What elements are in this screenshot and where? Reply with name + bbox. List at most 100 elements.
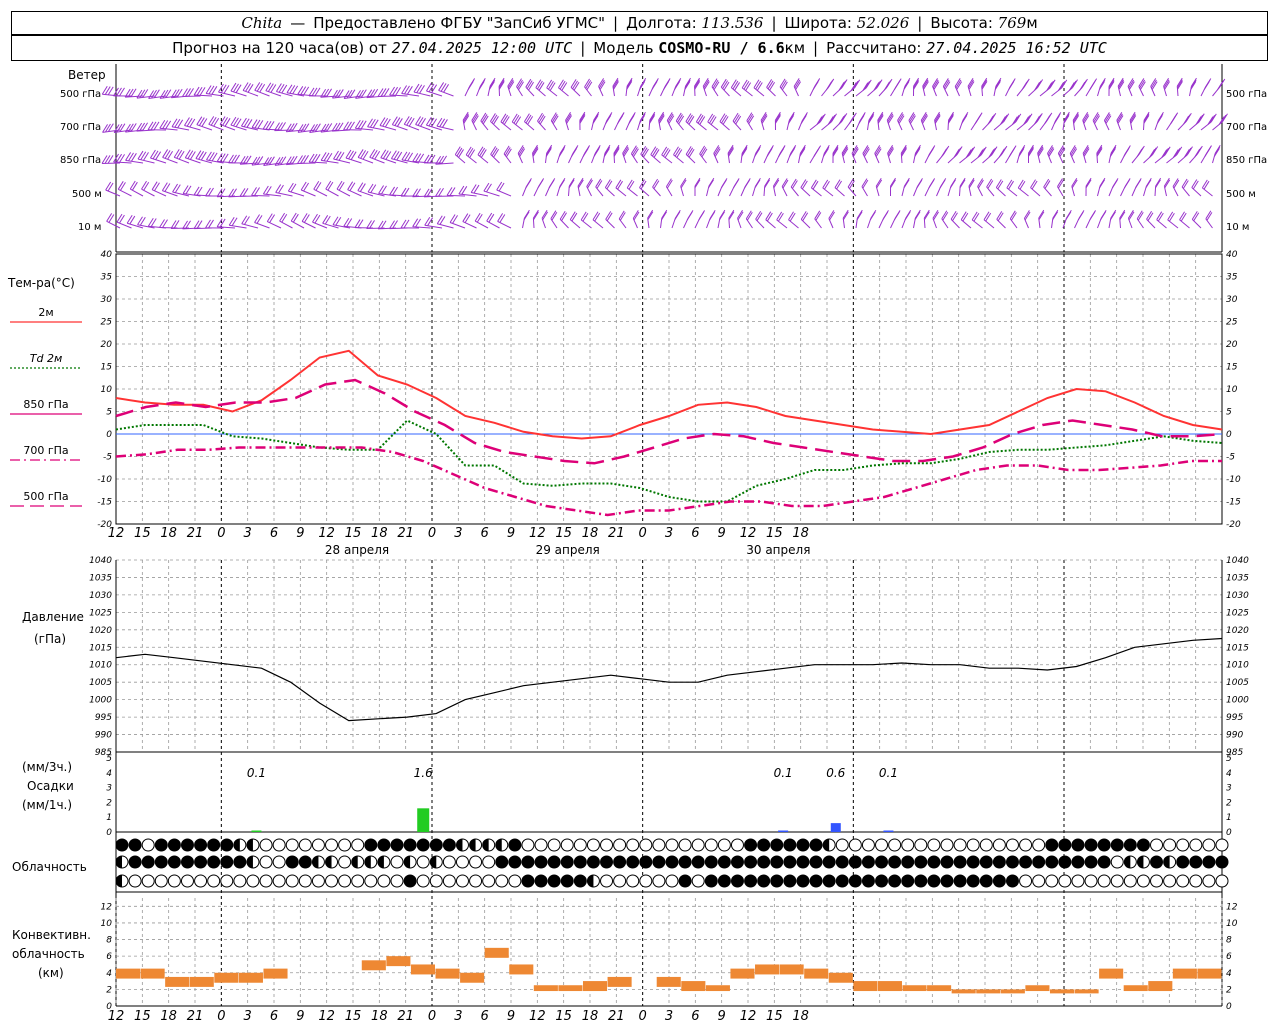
wind-barb [471, 112, 479, 131]
wind-barb-flag [897, 112, 903, 121]
wind-barb-flag [551, 211, 558, 221]
wind-barb-flag [1129, 113, 1136, 123]
wind-barb-flag [314, 214, 321, 224]
cloud-symbol [521, 855, 535, 869]
wind-barb [954, 78, 963, 97]
cloud-clear [390, 874, 404, 888]
wind-barb [996, 211, 1006, 229]
cloud-symbol [220, 838, 234, 852]
wind-barb-flag [680, 179, 687, 189]
cloud-symbol [141, 874, 155, 888]
precip-ytick-label: 3 [106, 784, 112, 794]
cloud-clear [691, 874, 705, 888]
wind-barb-flag [1203, 81, 1210, 90]
cloud-symbol [364, 838, 378, 852]
wind-barb-shaft [779, 86, 788, 97]
wind-barb-flag [874, 145, 881, 154]
wind-barb-flag [865, 79, 872, 89]
pressure-ytick-label-right: 990 [1226, 731, 1243, 741]
wind-barb-flag [941, 210, 948, 219]
wind-barb-flag [1052, 209, 1059, 219]
wind-barb-shaft [279, 220, 293, 229]
cloud-clear [927, 838, 941, 852]
wind-barb-flag [176, 88, 183, 98]
wind-barb-flag [1010, 212, 1017, 221]
wind-barb-flag [382, 117, 389, 127]
wind-barb-flag [309, 124, 316, 133]
cloud-symbol [888, 855, 902, 869]
cloud-symbol [1045, 838, 1059, 852]
cloud-symbol [678, 855, 692, 869]
wind-barb [740, 144, 748, 164]
wind-barb-flag [488, 213, 495, 223]
wind-barb [391, 116, 408, 131]
cloud-symbol [1058, 874, 1072, 888]
wind-barb [1129, 111, 1137, 131]
cloud-full [888, 855, 902, 869]
cloud-symbol [338, 838, 352, 852]
wind-barb [577, 177, 584, 197]
cloud-symbol [783, 874, 797, 888]
wind-barb-flag [877, 115, 884, 124]
cloud-clear [246, 874, 260, 888]
wind-barb-flag [474, 212, 481, 222]
wind-barb [498, 77, 505, 97]
wind-barb-flag [483, 182, 490, 192]
wind-barb-flag [505, 148, 512, 158]
cloud-full [128, 838, 142, 852]
pressure-ytick-label: 1000 [89, 696, 112, 706]
wind-barb-flag [565, 113, 572, 123]
wind-barb-flag [193, 186, 200, 196]
wind-barb-flag [732, 179, 739, 189]
wind-barb-flag [998, 148, 1005, 158]
wind-barb [290, 212, 305, 229]
hour-label: 12 [529, 526, 546, 541]
wind-barb-flag [263, 157, 270, 166]
wind-barb [591, 145, 601, 164]
pressure-ytick-label-right: 985 [1226, 748, 1243, 758]
latitude-label: Широта: [784, 14, 852, 32]
temp-ytick-label: -5 [103, 453, 112, 463]
wind-barb-shaft [118, 188, 132, 197]
wind-barb-flag [568, 177, 575, 187]
cloud-clear [1005, 838, 1019, 852]
cloud-full [665, 855, 679, 869]
wind-barb-flag [438, 188, 444, 197]
wind-barb-flag [979, 147, 985, 157]
wind-barb [913, 144, 921, 164]
conv-cloud-bar [1172, 968, 1197, 979]
wind-barb-shaft [218, 91, 236, 97]
wind-barb [800, 211, 811, 229]
wind-barb-flag [1001, 114, 1008, 124]
wind-barb-flag [665, 178, 672, 187]
header-forecast-bar: Прогноз на 120 часа(ов) от 27.04.2025 12… [11, 35, 1268, 61]
wind-barb-flag [812, 81, 819, 90]
wind-barb-shaft [151, 189, 167, 197]
wind-barb-flag [877, 113, 884, 123]
wind-barb [752, 177, 761, 197]
cloud-symbol [1150, 855, 1164, 869]
wind-barb-flag [548, 179, 555, 189]
cloud-symbol [875, 838, 889, 852]
wind-barb-flag [251, 187, 257, 196]
wind-barb-flag [130, 88, 137, 98]
wind-barb-flag [898, 115, 905, 124]
wind-barb [1103, 112, 1112, 131]
wind-barb [683, 77, 691, 97]
wind-barb-flag [1059, 148, 1066, 157]
pressure-unit: (гПа) [34, 632, 67, 646]
cloud-clear [508, 874, 522, 888]
cloud-full [927, 855, 941, 869]
cloud-full [639, 855, 653, 869]
wind-barb [239, 188, 259, 197]
wind-barb-flag [186, 117, 193, 127]
temp-ytick-label-right: 20 [1226, 340, 1238, 350]
wind-barb-shaft [486, 220, 500, 229]
precip-bar [778, 830, 789, 832]
cloud-symbol [613, 838, 627, 852]
precip-ytick-label-right: 4 [1226, 769, 1232, 779]
wind-barb-flag [173, 149, 180, 158]
wind-barb-flag [700, 147, 707, 156]
separator: | [613, 14, 619, 32]
wind-barb-flag [104, 86, 111, 95]
